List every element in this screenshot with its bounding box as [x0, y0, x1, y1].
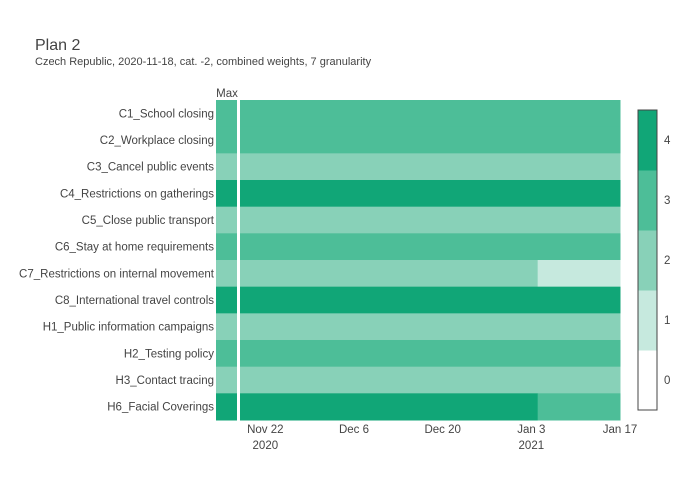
heatmap-cell [240, 260, 539, 288]
max-cell [216, 126, 237, 154]
row-label: H3_Contact tracing [116, 375, 214, 387]
x-tick-label: Nov 22 [247, 424, 283, 436]
heatmap-cell [240, 286, 621, 314]
x-tick-label: Jan 3 [517, 424, 545, 436]
row-labels: C1_School closing C2_Workplace closing C3_… [19, 108, 215, 413]
heatmap-cell [240, 206, 621, 234]
row-label: C8_International travel controls [55, 295, 214, 307]
row-label: H6_Facial Coverings [107, 402, 214, 414]
max-cell [216, 286, 237, 314]
heatmap-cell [537, 260, 621, 288]
heatmap-cell [240, 126, 621, 154]
colorbar-segment [638, 110, 657, 171]
max-cell [216, 313, 237, 341]
x-tick-year: 2021 [519, 440, 545, 452]
max-cell [216, 206, 237, 234]
row-label: H2_Testing policy [124, 348, 214, 360]
chart-subtitle: Czech Republic, 2020-11-18, cat. -2, com… [35, 56, 372, 68]
heatmap-cell [240, 393, 539, 421]
max-cell [216, 180, 237, 208]
heatmap-cell [240, 100, 621, 128]
row-label: C1_School closing [119, 108, 214, 120]
row-label: C4_Restrictions on gatherings [60, 188, 214, 200]
colorbar-tick-label: 0 [664, 375, 670, 387]
colorbar-segment [638, 170, 657, 231]
colorbar-tick-label: 3 [664, 195, 670, 207]
row-label: H1_Public information campaigns [43, 322, 215, 334]
colorbar-tick-label: 4 [664, 135, 671, 147]
heatmap-cell [537, 393, 621, 421]
row-label: C5_Close public transport [82, 215, 215, 227]
heatmap-cell [240, 180, 621, 208]
colorbar-tick-label: 2 [664, 255, 670, 267]
x-tick-label: Dec 6 [339, 424, 369, 436]
max-cell [216, 393, 237, 421]
colorbar-tick-label: 1 [664, 315, 670, 327]
chart-title: Plan 2 [35, 37, 80, 54]
heatmap-cell [240, 233, 621, 261]
x-axis: Nov 22 2020 Dec 6 Dec 20 Jan 3 2021 Jan 17 [247, 424, 637, 452]
max-cell [216, 260, 237, 288]
x-tick-year: 2020 [253, 440, 279, 452]
max-column [216, 100, 237, 421]
heatmap-cell [240, 313, 621, 341]
max-cell [216, 340, 237, 368]
colorbar-outline [637, 109, 658, 411]
max-cell [216, 366, 237, 394]
colorbar: 0 1 2 3 4 [637, 109, 671, 411]
colorbar-segment [638, 230, 657, 291]
x-tick-label: Jan 17 [603, 424, 638, 436]
max-cell [216, 153, 237, 181]
heatmap-cell [240, 153, 621, 181]
row-label: C6_Stay at home requirements [55, 242, 214, 254]
max-column-label: Max [216, 88, 238, 100]
heatmap-cell [240, 340, 621, 368]
max-cell [216, 100, 237, 128]
colorbar-segment [638, 290, 657, 351]
colorbar-segment [638, 350, 657, 411]
max-cell [216, 233, 237, 261]
row-label: C7_Restrictions on internal movement [19, 268, 215, 280]
heatmap-cells [240, 100, 621, 421]
row-label: C2_Workplace closing [100, 135, 214, 147]
row-label: C3_Cancel public events [87, 162, 214, 174]
heatmap-cell [240, 366, 621, 394]
x-tick-label: Dec 20 [424, 424, 460, 436]
